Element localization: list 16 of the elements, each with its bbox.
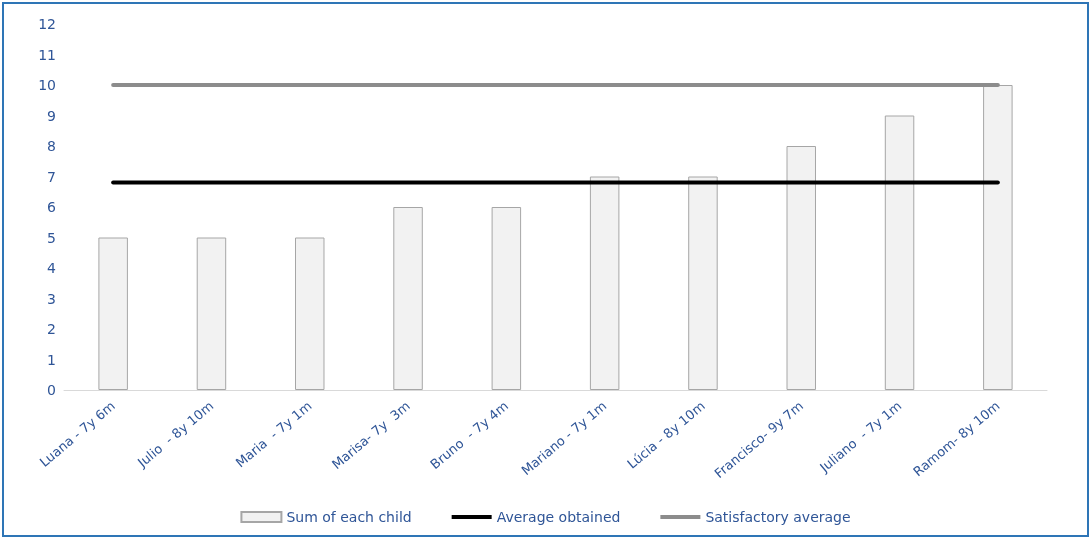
y-tick-label: 5: [47, 229, 56, 246]
y-tick-label: 9: [47, 107, 56, 124]
legend-label: Satisfactory average: [705, 509, 851, 525]
y-tick-label: 7: [47, 168, 56, 185]
y-tick-label: 10: [38, 77, 56, 93]
y-tick-label: 8: [47, 138, 56, 154]
legend-label: Sum of each child: [286, 509, 412, 525]
y-tick-label: 0: [47, 382, 56, 398]
y-tick-label: 1: [47, 351, 56, 368]
y-tick-label: 2: [47, 321, 56, 337]
legend-label: Average obtained: [496, 509, 621, 525]
y-tick-label: 11: [38, 46, 56, 63]
y-tick-label: 3: [47, 290, 56, 307]
y-tick-label: 12: [38, 16, 56, 32]
y-tick-label: 6: [47, 199, 57, 215]
y-tick-label: 4: [47, 260, 57, 276]
